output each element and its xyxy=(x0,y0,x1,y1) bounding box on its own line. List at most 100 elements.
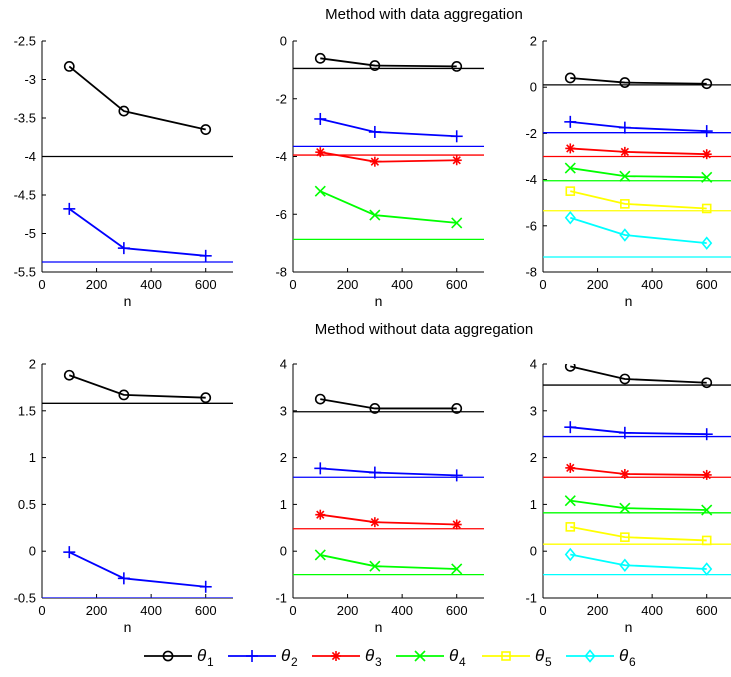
series-line xyxy=(68,551,206,588)
data-point xyxy=(619,146,630,157)
legend-subscript: 6 xyxy=(629,655,636,669)
data-point xyxy=(618,121,631,134)
data-point xyxy=(314,112,327,125)
legend-label: θ xyxy=(535,646,545,665)
data-point xyxy=(700,428,713,441)
legend-label: θ xyxy=(449,646,459,665)
y-tick-label: 4 xyxy=(280,357,287,372)
y-tick-label: 2 xyxy=(530,450,537,465)
legend-marker xyxy=(162,650,174,662)
series-line xyxy=(570,167,707,179)
data-point xyxy=(701,377,713,389)
data-point xyxy=(314,393,326,405)
y-tick-label: -4 xyxy=(275,149,287,164)
data-point xyxy=(618,426,631,439)
series-line xyxy=(320,398,457,410)
legend-marker xyxy=(331,651,341,661)
data-point xyxy=(564,72,576,84)
series-θ5 xyxy=(543,522,731,546)
series-line xyxy=(68,65,206,131)
x-tick-label: 600 xyxy=(696,277,718,292)
chart-panel-2: -8 -6 -4 -2 0 0 200 400 600 n xyxy=(275,34,484,309)
x-tick-label: 200 xyxy=(86,603,108,618)
legend-label: θ xyxy=(619,646,629,665)
data-point xyxy=(368,466,381,479)
series-line xyxy=(68,208,206,257)
chart-panel-1: -5.5 -5 -4.5 -4 -3.5 -3 -2.5 0 200 400 600 n xyxy=(14,34,233,309)
series-θ6 xyxy=(543,210,731,258)
data-point xyxy=(565,522,576,532)
legend-subscript: 3 xyxy=(375,655,382,669)
legend-marker xyxy=(584,649,596,663)
data-point xyxy=(63,61,75,72)
series-line xyxy=(68,374,206,399)
series-line xyxy=(320,118,457,138)
series-line xyxy=(320,57,457,68)
row-title-top: Method with data aggregation xyxy=(325,6,523,23)
data-point xyxy=(701,149,712,160)
series-θ1 xyxy=(543,364,731,389)
y-tick-label: 2 xyxy=(29,357,36,372)
x-tick-label: 600 xyxy=(446,603,468,618)
series-θ3 xyxy=(543,462,731,480)
x-tick-label: 0 xyxy=(539,603,546,618)
data-point xyxy=(118,389,130,401)
data-point xyxy=(564,364,576,372)
y-tick-label: -4 xyxy=(525,172,537,187)
x-axis-label: n xyxy=(124,619,132,635)
data-point xyxy=(369,156,380,167)
legend-marker xyxy=(246,650,258,662)
y-tick-label: -1 xyxy=(525,591,537,606)
data-point xyxy=(701,469,712,480)
x-tick-label: 200 xyxy=(337,603,359,618)
series-line xyxy=(320,151,457,163)
x-tick-label: 600 xyxy=(696,603,718,618)
x-axis-label: n xyxy=(625,293,633,309)
y-tick-label: 0 xyxy=(280,34,287,49)
y-tick-label: -5.5 xyxy=(14,265,36,280)
data-point xyxy=(451,563,463,575)
data-point xyxy=(314,549,326,561)
data-point xyxy=(451,217,463,229)
data-point xyxy=(565,143,576,154)
series-θ1 xyxy=(293,393,484,414)
y-tick-label: -6 xyxy=(275,207,287,222)
data-point xyxy=(369,560,381,572)
y-tick-label: 1 xyxy=(280,497,287,512)
data-point xyxy=(117,572,130,585)
data-point xyxy=(564,421,577,434)
data-point xyxy=(450,469,463,482)
data-point xyxy=(315,509,326,520)
y-tick-label: -4 xyxy=(24,149,36,164)
legend-subscript: 4 xyxy=(459,655,466,669)
data-point xyxy=(314,185,326,197)
x-tick-label: 0 xyxy=(38,603,45,618)
data-point xyxy=(314,52,326,64)
series-line xyxy=(570,365,707,384)
series-θ4 xyxy=(293,549,484,576)
data-point xyxy=(564,547,576,562)
y-tick-label: 1.5 xyxy=(18,403,36,418)
series-θ2 xyxy=(42,546,233,598)
y-tick-label: 2 xyxy=(530,34,537,49)
data-point xyxy=(701,562,713,576)
x-tick-label: 0 xyxy=(38,277,45,292)
series-θ2 xyxy=(293,462,484,482)
legend-subscript: 5 xyxy=(545,655,552,669)
data-point xyxy=(369,403,381,414)
series-line xyxy=(570,553,707,570)
data-point xyxy=(451,61,463,72)
data-point xyxy=(63,369,75,381)
legend-label: θ xyxy=(281,646,291,665)
data-point xyxy=(369,517,380,528)
data-point xyxy=(450,130,463,143)
data-point xyxy=(451,403,463,414)
y-tick-label: -2 xyxy=(275,91,287,106)
x-tick-label: 600 xyxy=(446,277,468,292)
series-θ2 xyxy=(543,115,731,138)
